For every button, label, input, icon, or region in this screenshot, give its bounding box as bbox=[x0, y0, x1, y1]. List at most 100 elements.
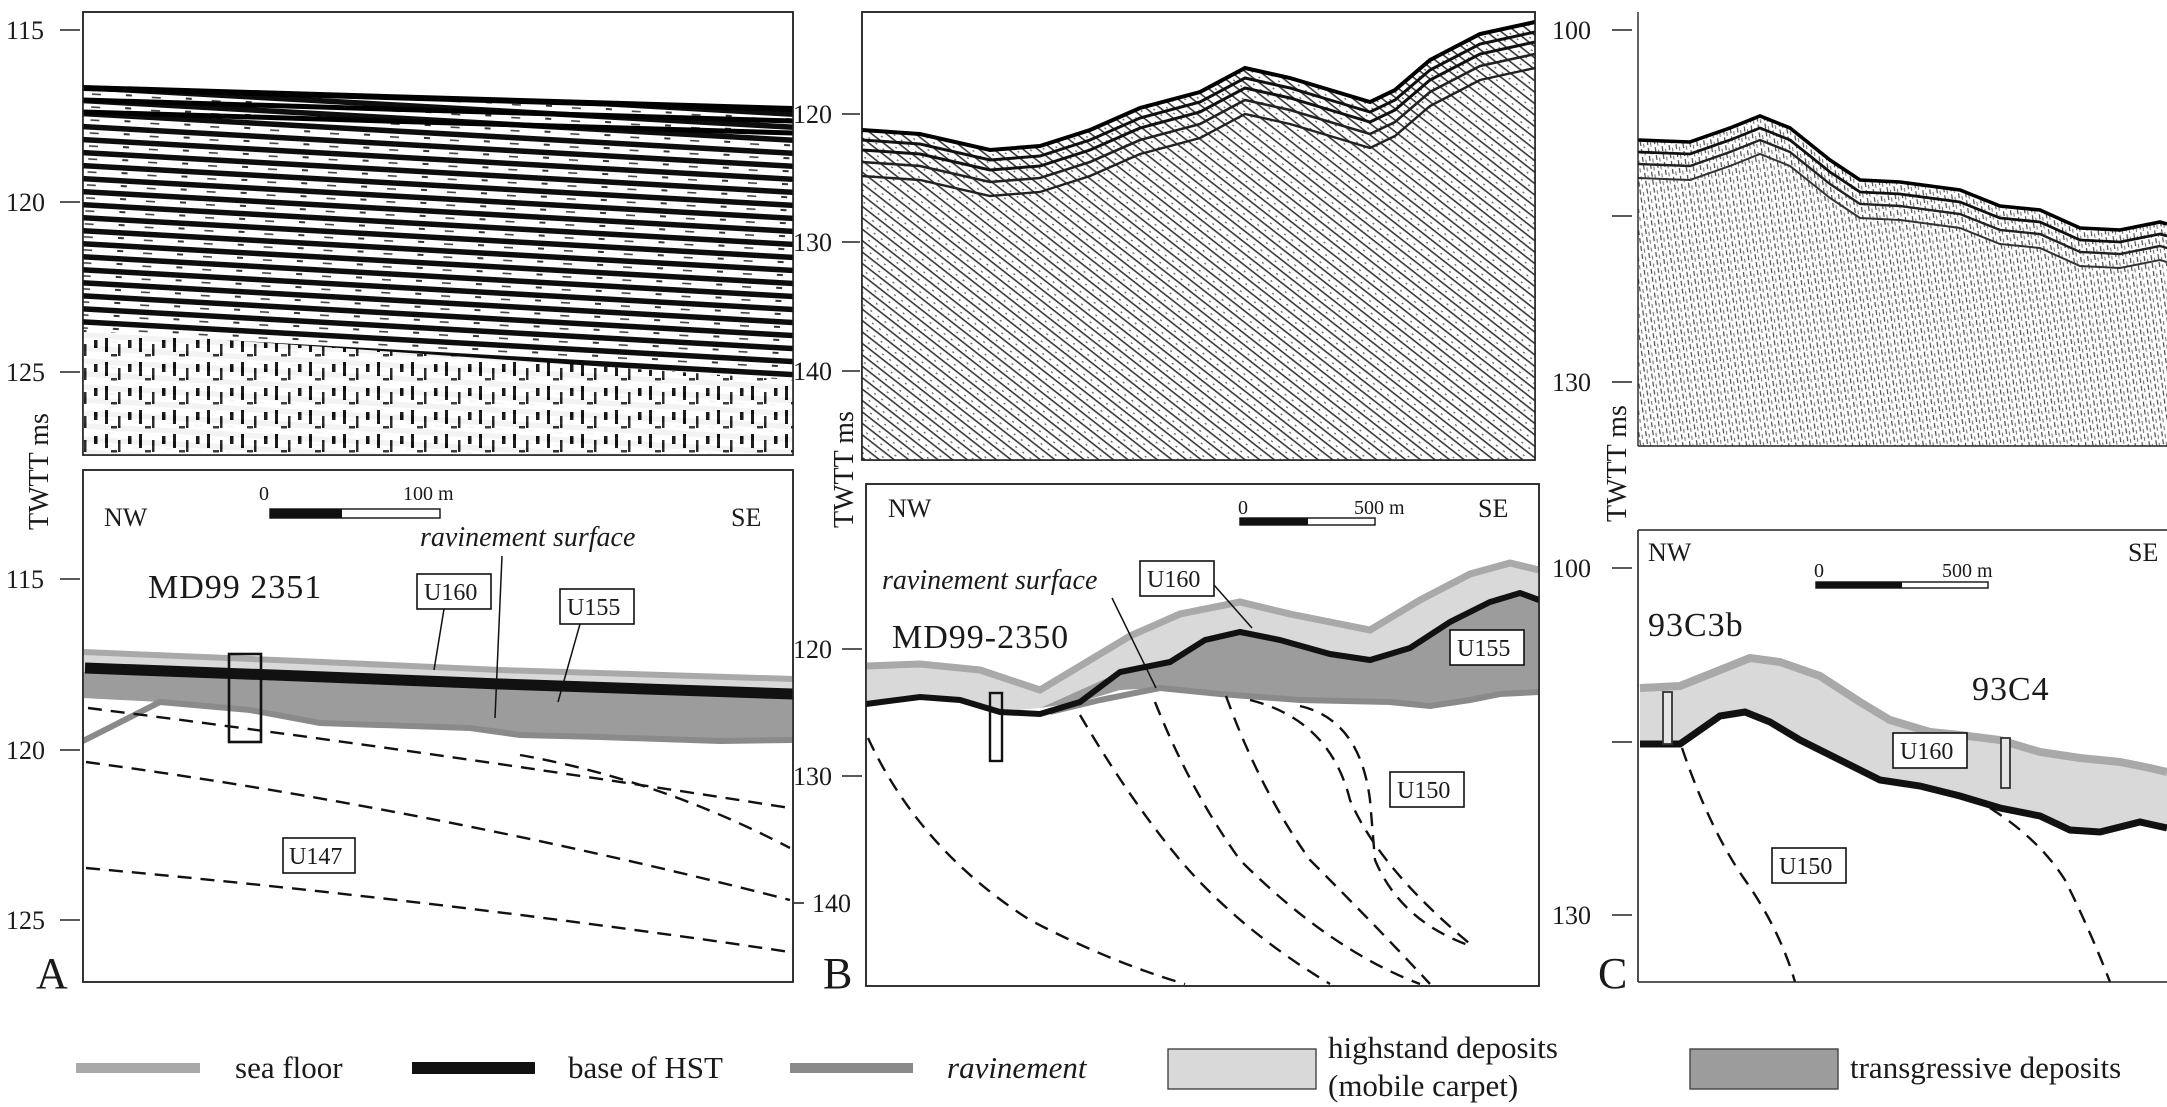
panel-b-reflector-1 bbox=[866, 737, 1186, 986]
panel-b-core-marker bbox=[988, 691, 1004, 763]
panel-b-unit-u150: U150 bbox=[1389, 771, 1465, 808]
svg-text:0: 0 bbox=[1238, 497, 1248, 519]
panel-b-scale-bar: 0 500 m bbox=[1238, 497, 1405, 526]
panel-b-reflector-4 bbox=[1224, 695, 1431, 985]
panel-a-interpretation: 0 100 m NW SE MD99 2351 ravinement surfa… bbox=[6, 469, 794, 998]
svg-text:U155: U155 bbox=[1457, 636, 1510, 662]
panel-a-reflector-3 bbox=[85, 760, 791, 902]
svg-text:transgressive deposits: transgressive deposits bbox=[1850, 1050, 2121, 1085]
legend: sea floor base of HST ravinement highsta… bbox=[76, 1030, 2121, 1103]
svg-text:U155: U155 bbox=[567, 595, 620, 621]
panel-a-seismic-tick-120: 120 bbox=[6, 188, 45, 217]
panel-a-reflector-1 bbox=[87, 706, 791, 810]
panel-b-ravinement-line bbox=[1049, 684, 1540, 715]
svg-text:130: 130 bbox=[793, 228, 832, 257]
svg-text:U160: U160 bbox=[424, 580, 477, 606]
panel-b-base-hst-line bbox=[865, 589, 1541, 718]
panel-c-letter: C bbox=[1598, 949, 1627, 998]
panel-b-interp-y-axis: 120 130 140 bbox=[793, 635, 862, 918]
panel-a-reflector-2 bbox=[519, 753, 791, 850]
panel-b-seismic-y-axis: 120 130 140 bbox=[793, 100, 860, 386]
panel-b-axis-title: TWTT ms bbox=[829, 411, 860, 528]
panel-a-interp-y-axis: 115 120 125 bbox=[6, 565, 80, 935]
panel-b-reflector-2 bbox=[1078, 714, 1331, 986]
svg-text:500 m: 500 m bbox=[1942, 560, 1993, 582]
panel-c-unit-u150: U150 bbox=[1771, 847, 1847, 884]
panel-c-base-hst-line bbox=[1640, 708, 2167, 836]
panel-b-reflector-5 bbox=[1249, 698, 1476, 949]
svg-text:0: 0 bbox=[1814, 560, 1824, 582]
legend-ravinement: ravinement bbox=[790, 1050, 1088, 1085]
panel-c-dir-se: SE bbox=[2128, 538, 2158, 567]
svg-text:500 m: 500 m bbox=[1354, 497, 1405, 519]
panel-b-dir-se: SE bbox=[1478, 494, 1508, 523]
panel-a-core-marker bbox=[227, 652, 263, 744]
panel-a-scale-bar: 0 100 m bbox=[259, 483, 454, 519]
panel-b-unit-u160: U160 bbox=[1139, 560, 1253, 629]
panel-c-interpretation: 0 500 m NW SE 93C3b 93C4 U160 U150 1 bbox=[1552, 529, 2167, 998]
panel-c-dir-nw: NW bbox=[1648, 538, 1692, 567]
panel-c-core-label-93c4: 93C4 bbox=[1972, 671, 2050, 708]
panel-a-letter: A bbox=[36, 949, 68, 998]
panel-a-seismic-tick-115: 115 bbox=[6, 16, 44, 45]
svg-text:ravinement: ravinement bbox=[947, 1050, 1088, 1085]
svg-text:130: 130 bbox=[793, 762, 832, 791]
panel-b-letter: B bbox=[823, 949, 852, 998]
panel-c-seismic-y-axis: 100 130 bbox=[1552, 16, 1632, 397]
panel-a-ravinement-line bbox=[81, 698, 794, 745]
panel-b-seismic: 120 130 140 TWTT ms bbox=[793, 11, 1536, 528]
svg-text:115: 115 bbox=[6, 565, 44, 594]
panel-a-sea-floor-line bbox=[82, 649, 794, 682]
svg-text:U160: U160 bbox=[1147, 567, 1200, 593]
panel-c-unit-u160: U160 bbox=[1892, 732, 1968, 769]
panel-a-seismic: 115 120 125 TWTT ms bbox=[6, 11, 794, 530]
panel-a-base-hst-line bbox=[84, 662, 794, 700]
panel-c-core-marker-93c3b bbox=[1662, 691, 1673, 745]
panel-b: 120 130 140 TWTT ms bbox=[793, 11, 1541, 998]
panel-c-reflector-2 bbox=[1989, 806, 2112, 983]
svg-text:U147: U147 bbox=[289, 844, 342, 870]
panel-b-highstand-deposits bbox=[866, 563, 1539, 712]
panel-a-unit-u147: U147 bbox=[282, 837, 356, 874]
panel-b-dir-nw: NW bbox=[888, 494, 932, 523]
panel-b-ravinement-label: ravinement surface bbox=[882, 565, 1097, 596]
svg-text:120: 120 bbox=[6, 736, 45, 765]
svg-text:130: 130 bbox=[1552, 368, 1591, 397]
svg-text:125: 125 bbox=[6, 906, 45, 935]
panel-a-axis-title: TWTT ms bbox=[24, 413, 55, 530]
panel-c: 100 130 TWTT ms 0 500 m NW SE 93C3b 93C4 bbox=[1552, 12, 2167, 998]
svg-text:U160: U160 bbox=[1900, 739, 1953, 765]
panel-b-core-label: MD99-2350 bbox=[892, 619, 1069, 656]
svg-text:120: 120 bbox=[793, 635, 832, 664]
legend-base-hst: base of HST bbox=[412, 1050, 723, 1085]
panel-b-unit-u155: U155 bbox=[1449, 629, 1525, 666]
svg-text:U150: U150 bbox=[1397, 778, 1450, 804]
svg-text:(mobile carpet): (mobile carpet) bbox=[1328, 1068, 1518, 1103]
svg-text:100: 100 bbox=[1552, 554, 1591, 583]
svg-text:100: 100 bbox=[1552, 16, 1591, 45]
svg-text:U150: U150 bbox=[1779, 854, 1832, 880]
panel-a-seismic-y-axis: 115 120 125 bbox=[6, 16, 80, 387]
panel-b-sea-floor-line bbox=[865, 559, 1540, 694]
panel-c-sea-floor-line bbox=[1639, 653, 2167, 776]
panel-c-core-marker-93c4 bbox=[2000, 737, 2011, 789]
panel-a-dir-se: SE bbox=[731, 503, 761, 532]
panel-c-scale-bar: 0 500 m bbox=[1814, 560, 1993, 589]
panel-b-transgressive-deposits bbox=[1040, 595, 1539, 708]
panel-c-reflector-1 bbox=[1680, 747, 1797, 983]
panel-a-reflector-4 bbox=[85, 866, 791, 954]
panel-b-reflector-3 bbox=[1153, 701, 1421, 986]
panel-b-interpretation: 0 500 m NW SE ravinement surface MD99-23… bbox=[793, 483, 1541, 998]
legend-highstand: highstand deposits (mobile carpet) bbox=[1167, 1030, 1558, 1103]
panel-c-seismic: 100 130 TWTT ms bbox=[1552, 12, 2167, 522]
svg-text:140: 140 bbox=[812, 889, 851, 918]
svg-text:0: 0 bbox=[259, 483, 269, 505]
svg-text:120: 120 bbox=[793, 100, 832, 129]
svg-text:base of HST: base of HST bbox=[568, 1050, 723, 1085]
panel-a-unit-u155: U155 bbox=[557, 588, 635, 703]
panel-a-dir-nw: NW bbox=[104, 503, 148, 532]
svg-text:highstand deposits: highstand deposits bbox=[1328, 1030, 1558, 1065]
panel-a: 115 120 125 TWTT ms bbox=[6, 11, 794, 998]
panel-a-core-label: MD99 2351 bbox=[148, 569, 322, 606]
